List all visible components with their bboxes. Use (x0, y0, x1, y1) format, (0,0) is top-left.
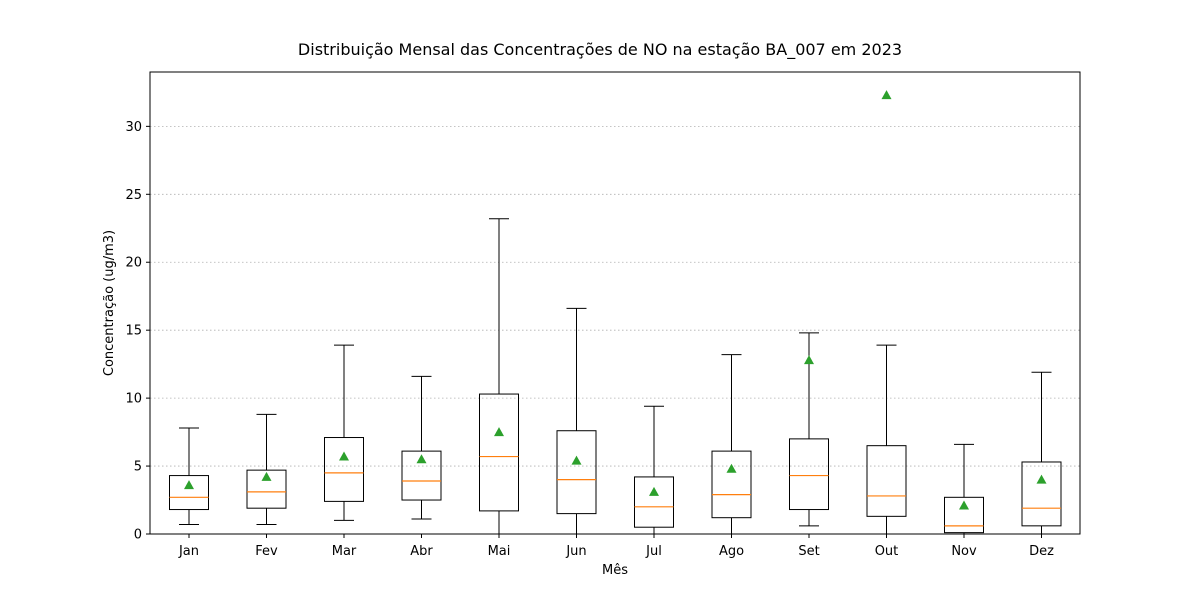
mean-marker (416, 454, 427, 464)
box-out (866, 90, 907, 535)
iqr-box (324, 437, 364, 502)
plot-frame (149, 71, 1081, 535)
y-tick-label: 10 (125, 392, 142, 407)
box-abr (401, 375, 442, 520)
mean-marker (261, 471, 272, 481)
box-jun (556, 307, 597, 535)
mean-marker (649, 486, 659, 496)
x-tick-label: Jul (645, 544, 662, 559)
box-mar (324, 344, 364, 521)
iqr-box (401, 450, 442, 501)
iqr-box (479, 393, 519, 512)
mean-marker (339, 451, 349, 461)
mean-marker (571, 455, 582, 465)
iqr-box (1021, 461, 1062, 527)
grid (150, 125, 1080, 535)
iqr-box (789, 438, 829, 511)
y-tick-label: 30 (125, 120, 142, 135)
x-tick-label: Ago (719, 544, 744, 559)
iqr-box (246, 469, 287, 509)
mean-marker (804, 355, 814, 365)
x-tick-label: Dez (1029, 544, 1054, 559)
boxes (169, 90, 1062, 535)
iqr-box (169, 475, 209, 511)
x-tick-label: Mai (488, 544, 511, 559)
x-tick-label: Out (875, 544, 899, 559)
y-tick-label: 25 (125, 188, 142, 203)
iqr-box (866, 445, 907, 517)
x-tick-label: Nov (951, 544, 977, 559)
y-tick-label: 15 (125, 324, 142, 339)
box-ago (711, 354, 752, 535)
mean-marker (1036, 474, 1047, 484)
iqr-box (556, 430, 597, 515)
x-tick-label: Abr (410, 544, 433, 559)
iqr-box (711, 450, 752, 519)
y-tick-label: 5 (134, 460, 142, 475)
mean-marker (959, 500, 969, 510)
box-jul (634, 405, 674, 535)
box-fev (246, 413, 287, 525)
chart-title: Distribuição Mensal das Concentrações de… (298, 40, 902, 60)
iqr-box (944, 496, 984, 534)
x-tick-label: Mar (332, 544, 357, 559)
x-tick-label: Jun (565, 544, 586, 559)
box-set (789, 332, 829, 527)
x-axis-label: Mês (602, 563, 628, 578)
y-axis-label: Concentração (ug/m3) (102, 230, 117, 376)
mean-marker (184, 480, 194, 490)
x-tick-label: Jan (178, 544, 199, 559)
y-tick-label: 20 (125, 256, 142, 271)
iqr-box (634, 476, 674, 528)
box-nov (944, 443, 984, 535)
mean-marker (494, 427, 504, 437)
y-axis: 0 5 10 15 20 25 30 (125, 120, 150, 543)
x-tick-label: Set (798, 544, 819, 559)
box-dez (1021, 371, 1062, 535)
y-tick-label: 0 (134, 528, 142, 543)
mean-marker (726, 463, 737, 473)
mean-marker (881, 90, 892, 100)
x-axis: Jan Fev Mar Abr Mai Jun Jul Ago Set Out Nov Dez (178, 534, 1054, 559)
box-mai (479, 218, 519, 535)
x-tick-label: Fev (255, 544, 278, 559)
box-jan (169, 427, 209, 525)
